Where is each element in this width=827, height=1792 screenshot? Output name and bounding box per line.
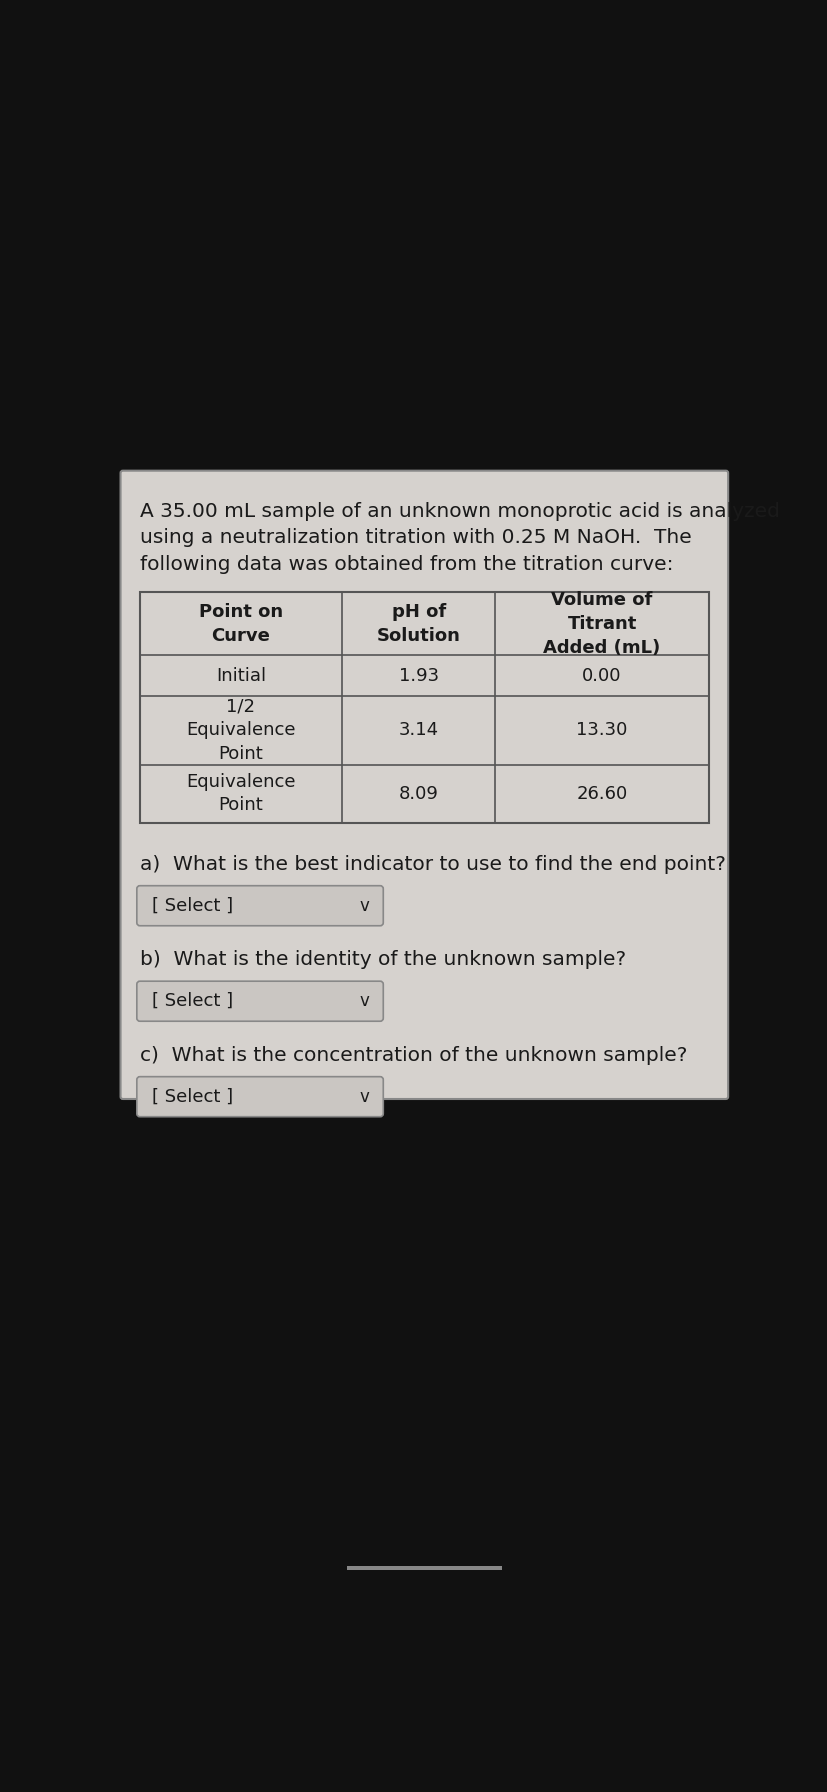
Text: using a neutralization titration with 0.25 M NaOH.  The: using a neutralization titration with 0.… (140, 529, 691, 547)
Text: 1.93: 1.93 (398, 667, 438, 685)
Text: b)  What is the identity of the unknown sample?: b) What is the identity of the unknown s… (140, 950, 625, 969)
Text: Initial: Initial (216, 667, 265, 685)
FancyBboxPatch shape (136, 885, 383, 926)
Bar (140, 593, 708, 823)
Text: Equivalence
Point: Equivalence Point (186, 772, 295, 815)
Text: 13.30: 13.30 (576, 720, 627, 738)
Text: c)  What is the concentration of the unknown sample?: c) What is the concentration of the unkn… (140, 1047, 686, 1064)
Text: following data was obtained from the titration curve:: following data was obtained from the tit… (140, 554, 672, 573)
Text: v: v (359, 896, 369, 914)
Text: [ Select ]: [ Select ] (152, 1088, 233, 1106)
Text: 0.00: 0.00 (581, 667, 621, 685)
Text: A 35.00 mL sample of an unknown monoprotic acid is analyzed: A 35.00 mL sample of an unknown monoprot… (140, 502, 779, 521)
FancyBboxPatch shape (136, 982, 383, 1021)
Text: Point on
Curve: Point on Curve (198, 604, 283, 645)
Text: 1/2
Equivalence
Point: 1/2 Equivalence Point (186, 697, 295, 763)
Text: 3.14: 3.14 (398, 720, 438, 738)
Text: a)  What is the best indicator to use to find the end point?: a) What is the best indicator to use to … (140, 855, 725, 874)
Text: Volume of
Titrant
Added (mL): Volume of Titrant Added (mL) (543, 591, 660, 656)
Text: [ Select ]: [ Select ] (152, 896, 233, 914)
FancyBboxPatch shape (121, 471, 727, 1098)
FancyBboxPatch shape (136, 1077, 383, 1116)
Text: v: v (359, 993, 369, 1011)
Text: 26.60: 26.60 (576, 785, 627, 803)
Text: pH of
Solution: pH of Solution (376, 604, 460, 645)
Text: 8.09: 8.09 (399, 785, 438, 803)
Text: [ Select ]: [ Select ] (152, 993, 233, 1011)
Text: v: v (359, 1088, 369, 1106)
Bar (347, 1566, 501, 1570)
